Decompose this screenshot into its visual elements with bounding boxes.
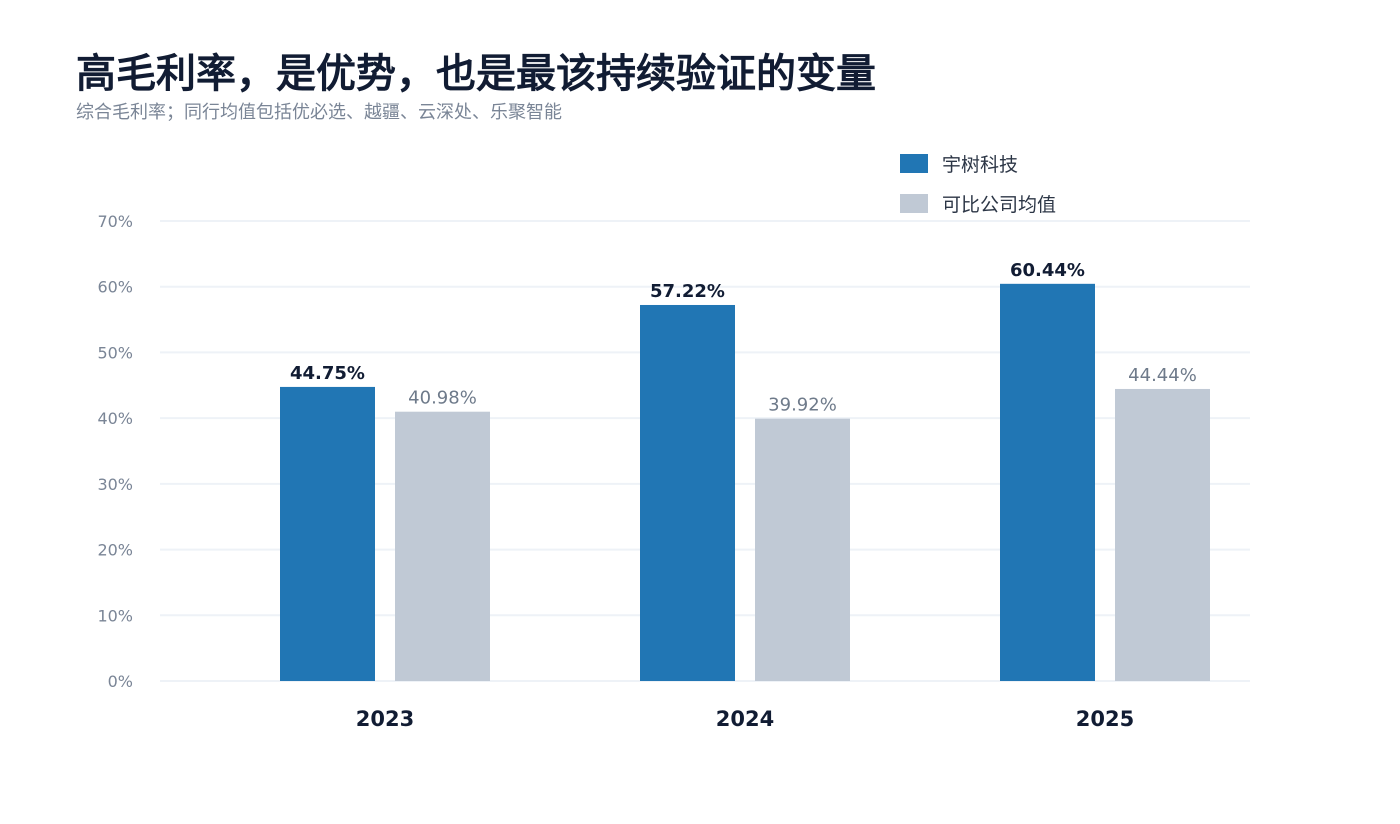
bar-primary	[640, 304, 735, 681]
y-tick-label: 70%	[97, 212, 133, 231]
legend-item-secondary: 可比公司均值	[900, 183, 1056, 223]
data-label-secondary: 40.98%	[408, 388, 477, 409]
bar-secondary	[1115, 388, 1210, 681]
y-tick-label: 40%	[97, 409, 133, 428]
y-tick-label: 0%	[108, 672, 133, 691]
legend-label-secondary: 可比公司均值	[942, 193, 1057, 216]
x-category-label: 2024	[716, 707, 774, 731]
data-label-primary: 57.22%	[650, 281, 725, 302]
legend-label-primary: 宇树科技	[942, 153, 1019, 176]
legend: 宇树科技 可比公司均值	[900, 143, 1056, 223]
bar-secondary	[395, 411, 490, 681]
bar-primary	[1000, 283, 1095, 681]
x-category-label: 2025	[1076, 707, 1134, 731]
bar-secondary	[755, 418, 850, 681]
data-label-primary: 44.75%	[290, 363, 365, 384]
y-tick-label: 30%	[97, 475, 133, 494]
y-tick-label: 10%	[97, 606, 133, 625]
chart-title: 高毛利率，是优势，也是最该持续验证的变量	[76, 51, 876, 97]
legend-item-primary: 宇树科技	[900, 143, 1056, 183]
legend-swatch-secondary	[900, 193, 928, 213]
bar-primary	[280, 386, 375, 681]
data-label-primary: 60.44%	[1010, 260, 1085, 281]
chart-subtitle: 综合毛利率；同行均值包括优必选、越疆、云深处、乐聚智能	[76, 102, 562, 123]
y-tick-label: 50%	[97, 343, 133, 362]
legend-swatch-primary	[900, 153, 928, 173]
data-label-secondary: 39.92%	[768, 395, 837, 416]
x-category-label: 2023	[356, 707, 414, 731]
data-label-secondary: 44.44%	[1128, 365, 1197, 386]
y-tick-label: 60%	[97, 278, 133, 297]
y-tick-label: 20%	[97, 541, 133, 560]
